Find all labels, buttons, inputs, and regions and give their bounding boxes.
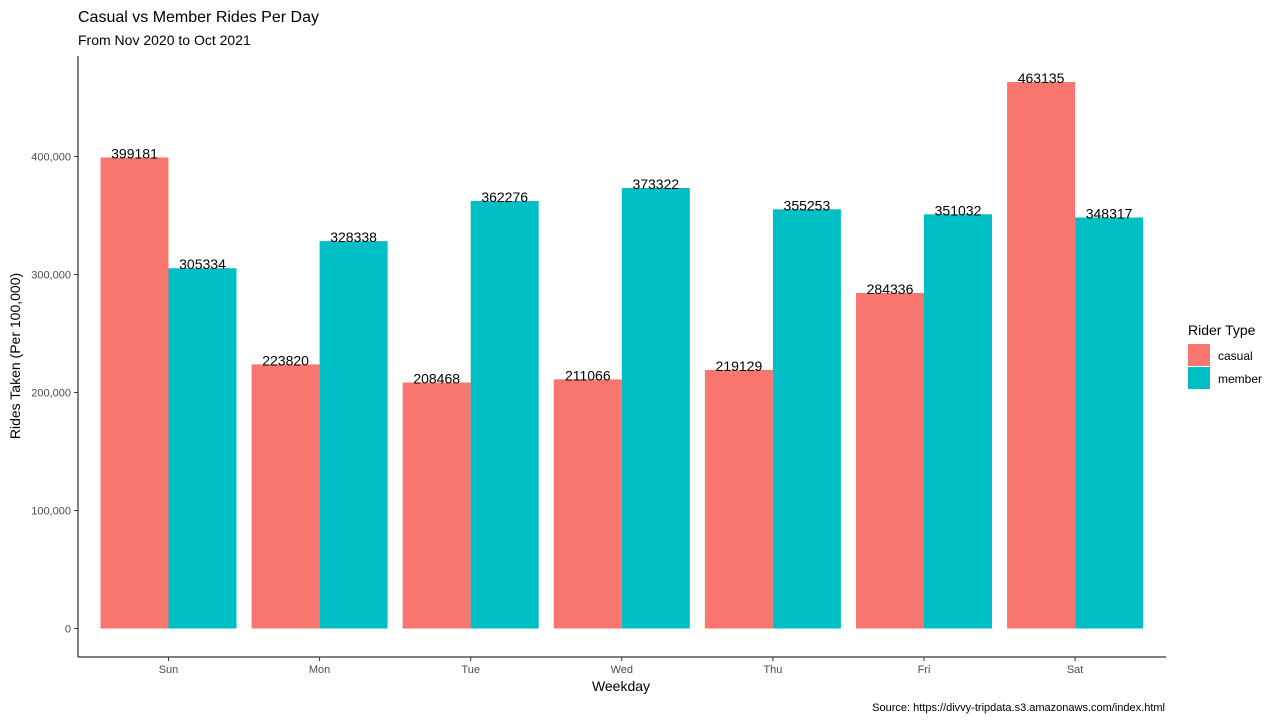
bar-member-tue [470,201,539,629]
bar-casual-wed [553,379,622,629]
y-tick-label: 400,000 [31,152,71,164]
chart-subtitle: From Nov 2020 to Oct 2021 [78,32,251,48]
bar-label-casual-wed: 211066 [565,367,611,383]
chart-title: Casual vs Member Rides Per Day [78,9,319,26]
bar-casual-mon [251,364,320,629]
bar-label-member-sun: 305334 [179,256,226,272]
legend: Rider Type casual member [1188,322,1262,389]
bar-member-mon [319,241,388,629]
x-tick-label-fri: Fri [918,664,931,676]
bar-label-member-sat: 348317 [1086,206,1133,222]
legend-title: Rider Type [1188,322,1256,338]
x-tick-label-sun: Sun [159,664,179,676]
bar-member-sat [1075,217,1144,629]
y-tick-label: 200,000 [31,388,71,400]
bar-label-member-mon: 328338 [330,229,377,245]
x-axis-title: Weekday [592,678,650,694]
bar-labels-group: 399181 305334 223820 328338 208468 362276 2110… [111,70,1133,387]
y-axis-ticks: 0 100,000 200,000 300,000 400,000 [31,152,78,636]
bar-member-fri [924,214,992,629]
bar-member-sun [168,268,237,629]
bar-member-thu [772,209,841,629]
x-tick-label-thu: Thu [763,664,782,676]
source-caption: Source: https://divvy-tripdata.s3.amazon… [872,702,1165,714]
bar-label-member-wed: 373322 [632,176,679,192]
bar-casual-fri [856,293,924,629]
y-tick-label: 300,000 [31,270,71,282]
bar-casual-sun [100,157,169,629]
bar-label-member-fri: 351032 [935,202,982,218]
bar-casual-thu [704,369,773,629]
bar-label-casual-thu: 219129 [716,358,763,374]
bar-label-casual-tue: 208468 [413,371,460,387]
x-tick-label-tue: Tue [461,664,480,676]
bar-casual-tue [402,382,471,629]
bar-casual-sat [1007,82,1076,629]
bars-group [100,82,1144,629]
legend-label-member: member [1218,372,1262,386]
y-axis-title: Rides Taken (Per 100,000) [7,273,23,439]
bar-label-casual-sun: 399181 [111,146,158,162]
x-tick-label-sat: Sat [1067,664,1084,676]
bar-member-wed [621,188,690,629]
legend-swatch-casual [1188,344,1210,366]
y-tick-label: 100,000 [31,506,71,518]
x-axis-ticks: Sun Mon Tue Wed Thu Fri Sat [159,657,1084,676]
x-tick-label-mon: Mon [309,664,330,676]
legend-swatch-member [1188,367,1210,389]
legend-label-casual: casual [1218,349,1253,363]
y-tick-label: 0 [65,624,71,636]
bar-label-member-thu: 355253 [784,197,831,213]
bar-label-member-tue: 362276 [481,189,528,205]
bar-label-casual-mon: 223820 [262,352,309,368]
bar-label-casual-fri: 284336 [867,281,914,297]
x-tick-label-wed: Wed [611,664,633,676]
bar-label-casual-sat: 463135 [1018,70,1065,86]
